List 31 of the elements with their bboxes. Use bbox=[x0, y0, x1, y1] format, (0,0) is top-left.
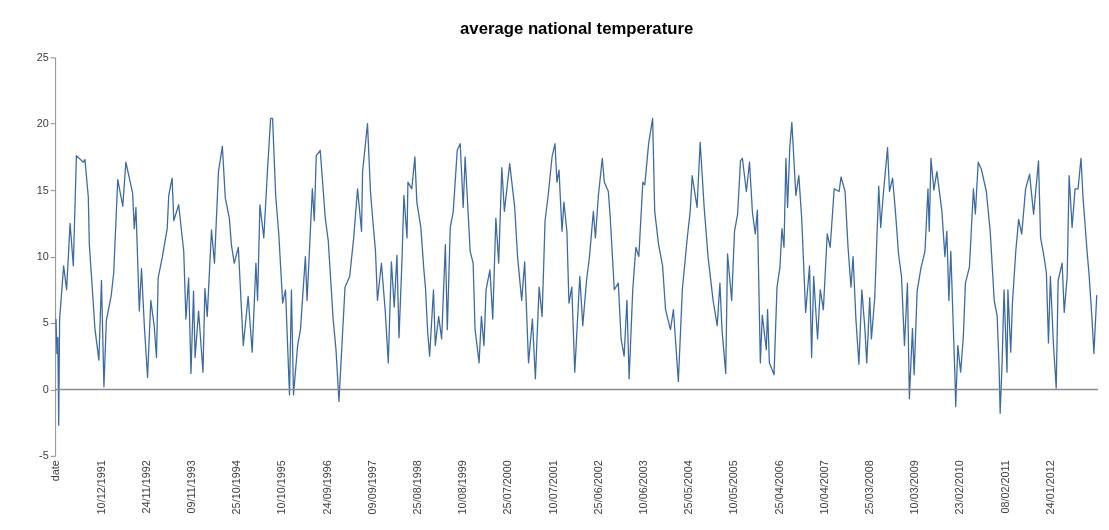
x-tick-label: 25/05/2004 bbox=[682, 460, 695, 515]
x-tick-label: 10/06/2003 bbox=[637, 460, 650, 515]
x-tick-label: 10/12/1991 bbox=[94, 460, 107, 515]
x-tick-label: 10/03/2009 bbox=[908, 460, 921, 515]
x-tick-label: 09/09/1997 bbox=[365, 460, 378, 515]
x-tick-label: 25/04/2006 bbox=[772, 460, 785, 515]
x-tick-label: 09/11/1993 bbox=[185, 460, 198, 514]
y-tick-label: -5 bbox=[39, 449, 49, 462]
x-tick-label: 25/08/1998 bbox=[411, 460, 424, 515]
x-tick-label: 23/02/2010 bbox=[953, 460, 966, 515]
x-tick-label: 25/06/2002 bbox=[591, 460, 604, 515]
x-tick-label: 10/07/2001 bbox=[546, 460, 559, 515]
x-tick-label: 10/04/2007 bbox=[817, 460, 830, 515]
y-tick-label: 0 bbox=[42, 382, 49, 395]
x-tick-label: 08/02/2011 bbox=[998, 460, 1011, 514]
x-tick-label: 10/10/1995 bbox=[275, 460, 288, 515]
x-tick-label: 10/08/1999 bbox=[456, 460, 469, 515]
x-tick-label: 24/09/1996 bbox=[320, 460, 333, 515]
y-tick-label: 5 bbox=[42, 316, 49, 329]
y-tick-label: 25 bbox=[36, 50, 49, 63]
x-tick-label: 24/01/2012 bbox=[1043, 460, 1056, 515]
x-tick-label: 25/07/2000 bbox=[501, 460, 514, 515]
x-tick-label: 10/05/2005 bbox=[727, 460, 740, 515]
chart-title: average national temperature bbox=[460, 18, 694, 38]
x-tick-label: 24/11/1992 bbox=[139, 460, 152, 514]
x-tick-label: 25/10/1994 bbox=[230, 460, 243, 515]
x-tick-label: date bbox=[49, 460, 62, 482]
y-tick-label: 15 bbox=[36, 183, 49, 196]
y-tick-label: 20 bbox=[36, 117, 49, 130]
y-tick-label: 10 bbox=[36, 250, 49, 263]
x-tick-label: 25/03/2008 bbox=[863, 460, 876, 515]
